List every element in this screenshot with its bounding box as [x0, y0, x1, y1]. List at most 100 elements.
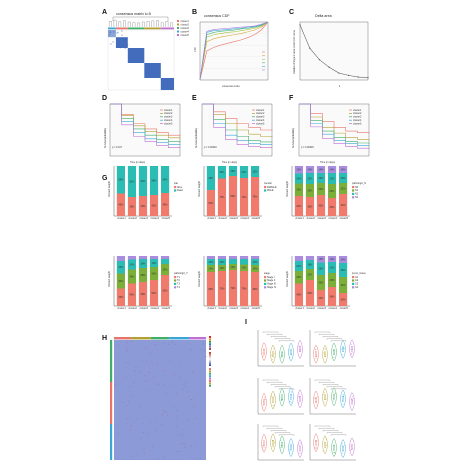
violin-box [342, 396, 344, 401]
violin-point [271, 355, 272, 356]
bar-legend-swatch [352, 193, 354, 195]
survival-f-ylabel: Survival probability [292, 127, 295, 148]
heatmap-cell [127, 350, 128, 351]
violin-point [326, 354, 327, 355]
heatmap-cell [154, 344, 155, 345]
violin-point [316, 448, 317, 449]
consensus-speckle [110, 43, 112, 45]
heatmap-legend-swatch [209, 346, 211, 348]
violin-point [299, 397, 300, 398]
dendrogram-branch [166, 21, 168, 27]
consensus-cdf-xlabel: consensus index [222, 85, 241, 88]
heatmap-cell [123, 402, 124, 403]
violin-point [300, 401, 301, 402]
bar-segment [207, 256, 215, 259]
heatmap-cell [129, 430, 130, 431]
bar-category-label: cluster4 [151, 307, 160, 310]
violin-point [263, 356, 264, 357]
heatmap-color-scale [209, 355, 211, 356]
heatmap-cell [151, 397, 152, 398]
consensus-legend-swatch [177, 27, 179, 29]
violin-point [263, 349, 264, 350]
bar-legend-label: Dead [177, 189, 183, 192]
data-point [348, 75, 349, 76]
violin-point [335, 351, 336, 352]
heatmap-legend-swatch [209, 343, 211, 345]
heatmap-cell [163, 370, 164, 371]
heatmap-cell [168, 344, 169, 345]
dendrogram-branch [170, 23, 172, 27]
plot-frame [300, 22, 368, 80]
violin-point [324, 402, 325, 403]
heatmap-legend [209, 336, 211, 387]
heatmap-cell [127, 363, 128, 364]
heatmap-legend-swatch [209, 380, 211, 382]
violin-point [280, 447, 281, 448]
heatmap-cell [145, 348, 146, 349]
violin-point [334, 350, 335, 351]
violin-point [299, 453, 300, 454]
violin-point [291, 355, 292, 356]
significance-bracket [271, 430, 286, 431]
violin-point [351, 399, 352, 400]
bar-category-label: cluster2 [218, 217, 227, 220]
heatmap-cell [149, 372, 150, 373]
heatmap-cell [175, 344, 176, 345]
significance-bracket [263, 380, 278, 381]
violin-point [283, 391, 284, 392]
cluster-color-strip [128, 28, 145, 30]
data-point [309, 48, 310, 49]
bar-category-label: cluster3 [140, 307, 149, 310]
heatmap-cell [182, 389, 183, 390]
heatmap-cell [156, 431, 157, 432]
bar-legend-swatch [352, 279, 354, 281]
violin-point [272, 359, 273, 360]
heatmap-cell [170, 360, 171, 361]
bar-legend-title: stage [264, 272, 271, 275]
violin-point [335, 453, 336, 454]
heatmap-color-scale [209, 365, 211, 366]
heatmap-cell [162, 414, 163, 415]
violin-point [264, 399, 265, 400]
heatmap-cell [142, 360, 143, 361]
bar-category-label: cluster3 [140, 217, 149, 220]
heatmap-cell [136, 456, 137, 457]
violin-point [315, 448, 316, 449]
bar-legend-swatch [174, 189, 176, 191]
violin-box [272, 398, 274, 403]
consensus-speckle [113, 31, 115, 32]
bar-category-label: cluster5 [340, 217, 349, 220]
violin-point [281, 400, 282, 401]
violin-point [263, 446, 264, 447]
bar-category-label: cluster4 [329, 307, 338, 310]
heatmap-legend-swatch [209, 368, 211, 370]
bar-category-label: cluster5 [252, 307, 261, 310]
dendrogram-top-branch [113, 17, 168, 21]
heatmap-cell [135, 367, 136, 368]
bar-legend-swatch [352, 276, 354, 278]
violin-point [343, 451, 344, 452]
violin-point [264, 355, 265, 356]
data-point [319, 59, 320, 60]
violin-box [324, 442, 326, 447]
violin-point [282, 399, 283, 400]
heatmap-cell [138, 425, 139, 426]
bar-category-label: cluster5 [252, 217, 261, 220]
violin-point [299, 445, 300, 446]
heatmap-legend-swatch [209, 378, 211, 380]
dendrogram-branch [147, 21, 149, 27]
heatmap-cell [143, 449, 144, 450]
heatmap-cell [203, 344, 204, 345]
violin-point [326, 398, 327, 399]
violin-point [326, 438, 327, 439]
bar-legend-title: stat [174, 182, 178, 185]
heatmap-cell [149, 406, 150, 407]
violin-point [343, 447, 344, 448]
violin-point [351, 449, 352, 450]
consensus-legend-swatch [177, 31, 179, 33]
bar-category-label: cluster4 [329, 217, 338, 220]
heatmap-cell [185, 446, 186, 447]
violin-box [263, 400, 265, 405]
violin-point [299, 346, 300, 347]
significance-bracket [271, 336, 286, 337]
